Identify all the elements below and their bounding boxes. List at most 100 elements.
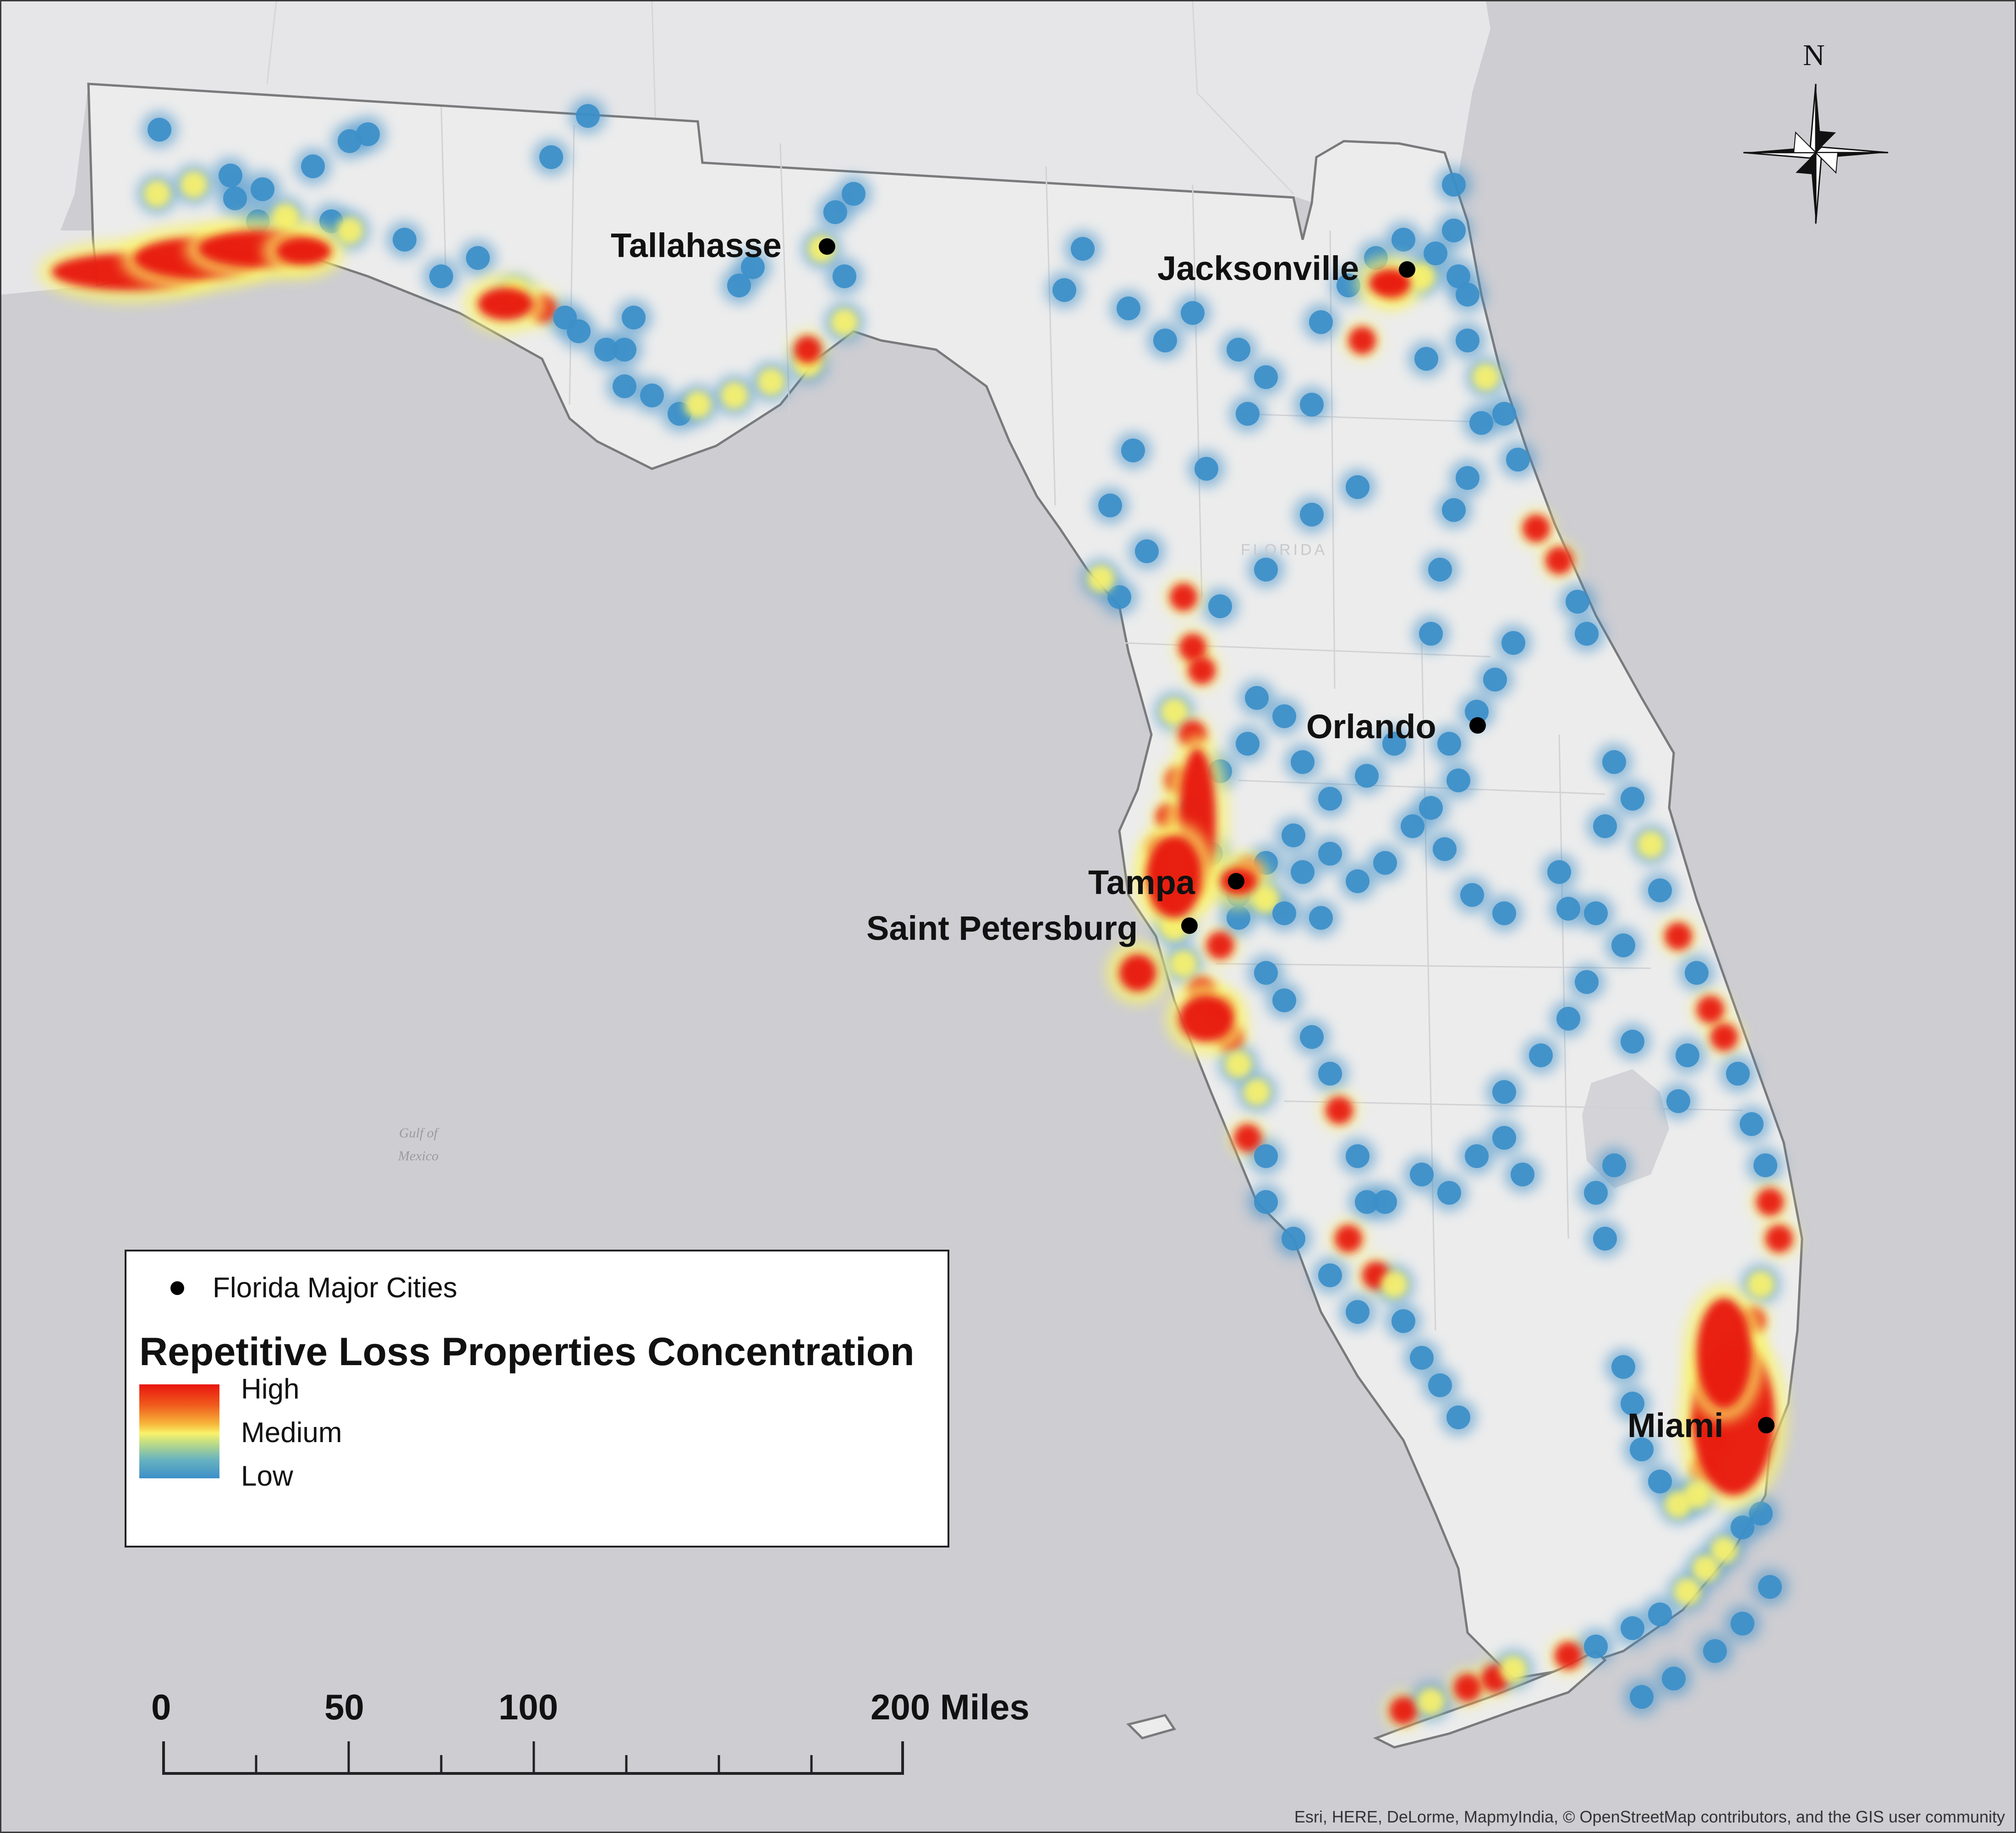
hotspot-core (1147, 835, 1202, 918)
hotspot (1442, 219, 1466, 242)
city-dot-orlando[interactable] (1469, 717, 1486, 734)
hotspot (1584, 1635, 1608, 1658)
hotspot (1593, 814, 1617, 838)
hotspot (1391, 1309, 1415, 1333)
hotspot (1373, 851, 1397, 875)
city-dot-miami[interactable] (1758, 1417, 1775, 1433)
hotspot (576, 104, 600, 128)
hotspot (1710, 1537, 1738, 1564)
hotspot (1765, 1225, 1793, 1252)
hotspot (1291, 860, 1315, 884)
hotspot (1621, 1616, 1644, 1640)
hotspot (1309, 310, 1333, 334)
hotspot (1492, 1126, 1516, 1150)
north-arrow (1743, 83, 1889, 224)
hotspot (1335, 1225, 1362, 1252)
hotspot (1208, 594, 1232, 618)
hotspot (1428, 1373, 1452, 1397)
legend-title: Repetitive Loss Properties Concentration (139, 1330, 915, 1374)
scale-line (162, 1741, 904, 1775)
hotspot (1355, 1190, 1379, 1214)
hotspot (1254, 558, 1278, 582)
hotspot (1621, 1030, 1644, 1054)
hotspot (1346, 1300, 1370, 1324)
hotspot (1236, 402, 1260, 426)
hotspot (1731, 1515, 1754, 1539)
hotspot (219, 164, 242, 187)
gulf-label: Gulf of Mexico (377, 1122, 460, 1168)
hotspot (180, 171, 208, 198)
hotspot (794, 336, 822, 363)
hotspot (1523, 515, 1550, 542)
hotspot (1545, 547, 1573, 574)
city-label-saint-petersburg[interactable]: Saint Petersburg (866, 909, 1138, 947)
hotspot (1318, 1263, 1342, 1287)
hotspot (1500, 1656, 1527, 1683)
hotspot-core (1369, 269, 1410, 297)
hotspot (1419, 622, 1443, 646)
hotspot (1469, 411, 1493, 435)
hotspot (1529, 1043, 1553, 1067)
hotspot (1753, 1153, 1777, 1177)
hotspot (1424, 241, 1447, 265)
hotspot (1665, 1491, 1692, 1518)
hotspot (1355, 764, 1379, 788)
city-dot-tampa[interactable] (1228, 873, 1244, 889)
hotspot (1648, 1603, 1672, 1626)
hotspot (1547, 860, 1571, 884)
hotspot (1417, 1688, 1445, 1715)
hotspot (1703, 1639, 1727, 1663)
hotspot (1584, 1181, 1608, 1205)
city-dot-symbol (170, 1281, 184, 1295)
ramp-label-medium: Medium (241, 1417, 342, 1449)
hotspot (1390, 1697, 1417, 1724)
hotspot (1135, 539, 1159, 563)
hotspot (727, 274, 751, 297)
hotspot (301, 154, 325, 178)
hotspot (1346, 475, 1370, 499)
hotspot (613, 374, 636, 398)
hotspot-core (1119, 955, 1156, 991)
hotspot (356, 122, 380, 146)
city-dot-jacksonville[interactable] (1399, 261, 1415, 278)
hotspot (1666, 1089, 1690, 1113)
gulf-label-line-1: Gulf of (399, 1125, 438, 1141)
city-dot-tallahassee[interactable] (819, 238, 835, 255)
hotspot (1437, 732, 1461, 756)
hotspot (1348, 327, 1376, 354)
city-label-orlando[interactable]: Orlando (1306, 708, 1436, 746)
hotspot-core (478, 288, 533, 320)
hotspot (1318, 1062, 1342, 1086)
hotspot (1758, 1575, 1782, 1599)
hotspot (1511, 1163, 1534, 1186)
hotspot (1630, 1685, 1654, 1709)
city-label-tallahassee[interactable]: Tallahasse (611, 226, 782, 264)
hotspot (1566, 590, 1589, 614)
hotspot (1382, 732, 1406, 756)
hotspot (1234, 1124, 1261, 1152)
hotspot (1236, 732, 1260, 756)
hotspot (1575, 970, 1599, 994)
hotspot (1300, 1025, 1324, 1049)
city-dot-saint-petersburg[interactable] (1181, 917, 1198, 934)
concentration-color-ramp (139, 1384, 219, 1478)
hotspot (466, 246, 490, 270)
hotspot (1346, 869, 1370, 893)
city-label-tampa[interactable]: Tampa (1088, 863, 1195, 901)
hotspot (393, 228, 416, 252)
hotspot (1170, 583, 1197, 611)
hotspot (1692, 1555, 1720, 1582)
hotspot (842, 182, 866, 206)
hotspot (1465, 700, 1489, 724)
hotspot (622, 306, 646, 329)
city-label-jacksonville[interactable]: Jacksonville (1157, 249, 1359, 287)
city-label-miami[interactable]: Miami (1627, 1406, 1724, 1444)
hotspot (1410, 1346, 1434, 1370)
hotspot (1662, 1667, 1686, 1690)
legend: Florida Major Cities Repetitive Loss Pro… (125, 1250, 949, 1548)
hotspot (1071, 237, 1095, 261)
hotspot (1414, 347, 1438, 371)
hotspot (1098, 494, 1122, 517)
